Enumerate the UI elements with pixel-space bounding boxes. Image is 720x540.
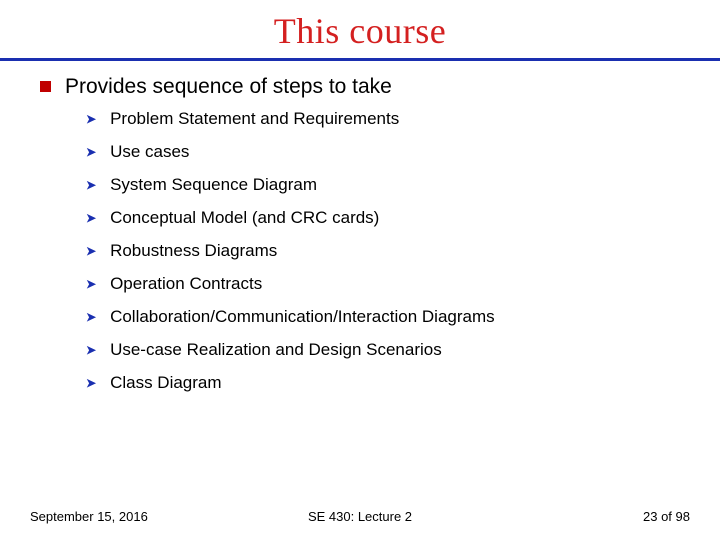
main-bullet-text: Provides sequence of steps to take: [65, 75, 392, 99]
arrow-icon: ➤: [86, 178, 96, 192]
arrow-icon: ➤: [86, 310, 96, 324]
sub-item-text: Use-case Realization and Design Scenario…: [110, 340, 442, 360]
footer-course: SE 430: Lecture 2: [308, 509, 412, 524]
arrow-icon: ➤: [86, 145, 96, 159]
sub-item-text: Collaboration/Communication/Interaction …: [110, 307, 495, 327]
arrow-icon: ➤: [86, 244, 96, 258]
square-bullet-icon: [40, 81, 51, 92]
slide-footer: September 15, 2016 SE 430: Lecture 2 23 …: [30, 509, 690, 524]
sub-item-text: System Sequence Diagram: [110, 175, 317, 195]
list-item: ➤ System Sequence Diagram: [86, 175, 690, 195]
sub-item-text: Class Diagram: [110, 373, 221, 393]
list-item: ➤ Use-case Realization and Design Scenar…: [86, 340, 690, 360]
arrow-icon: ➤: [86, 376, 96, 390]
sub-item-text: Use cases: [110, 142, 189, 162]
title-underline: [0, 58, 720, 61]
sub-item-text: Operation Contracts: [110, 274, 262, 294]
slide: This course Provides sequence of steps t…: [0, 0, 720, 540]
list-item: ➤ Operation Contracts: [86, 274, 690, 294]
list-item: ➤ Use cases: [86, 142, 690, 162]
list-item: ➤ Robustness Diagrams: [86, 241, 690, 261]
footer-date: September 15, 2016: [30, 509, 148, 524]
slide-title: This course: [30, 10, 690, 52]
sub-item-text: Problem Statement and Requirements: [110, 109, 399, 129]
list-item: ➤ Class Diagram: [86, 373, 690, 393]
main-bullet: Provides sequence of steps to take: [40, 75, 690, 99]
arrow-icon: ➤: [86, 277, 96, 291]
arrow-icon: ➤: [86, 343, 96, 357]
list-item: ➤ Collaboration/Communication/Interactio…: [86, 307, 690, 327]
list-item: ➤ Problem Statement and Requirements: [86, 109, 690, 129]
arrow-icon: ➤: [86, 211, 96, 225]
list-item: ➤ Conceptual Model (and CRC cards): [86, 208, 690, 228]
sub-list: ➤ Problem Statement and Requirements ➤ U…: [86, 109, 690, 393]
arrow-icon: ➤: [86, 112, 96, 126]
footer-page: 23 of 98: [643, 509, 690, 524]
sub-item-text: Conceptual Model (and CRC cards): [110, 208, 379, 228]
sub-item-text: Robustness Diagrams: [110, 241, 277, 261]
